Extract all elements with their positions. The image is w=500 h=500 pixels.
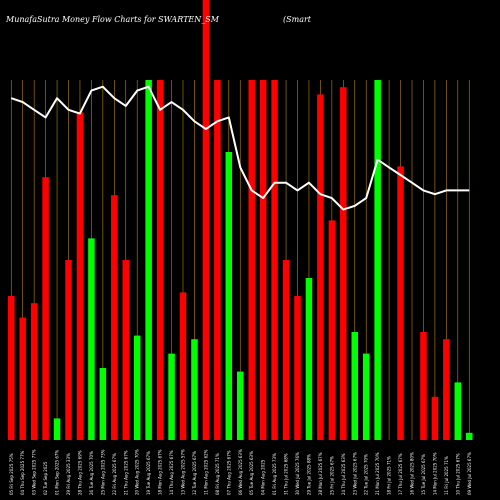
x-tick-label: 01 Fri Aug 2025 73%: [272, 453, 277, 495]
x-tick-label: 06 Wed Aug 2025 63%: [238, 449, 243, 495]
x-tick-label: 11 Mon Aug 2025 62%: [203, 449, 208, 495]
x-tick-label: 30 Wed Jul 2025 76%: [295, 452, 300, 495]
bar: [191, 339, 198, 440]
x-tick-label: 12 Tue Aug 2025 67%: [192, 451, 197, 495]
x-tick-label: 25 Mon Aug 2025 73%: [100, 449, 105, 495]
bar: [122, 260, 129, 440]
bar: [271, 80, 278, 440]
x-tick-label: 29 Tue Jul 2025 88%: [306, 454, 311, 495]
bar: [466, 432, 473, 440]
x-tick-label: 31 Thu Jul 2025 68%: [284, 453, 289, 495]
x-tick-label: 24 Thu Jul 2025 63%: [341, 453, 346, 495]
bar: [76, 112, 84, 441]
x-tick-label: 28 Mon Jul 2025 67%: [318, 452, 323, 495]
bar: [8, 296, 15, 440]
chart-title-right: (Smart: [283, 15, 312, 24]
x-tick-label: 05 Fri Sep 2025 75%: [9, 453, 14, 495]
bar: [362, 353, 370, 440]
bars-group: [8, 0, 473, 441]
x-tick-label: 15 Tue Jul 2025 67%: [421, 454, 426, 495]
bar: [259, 80, 267, 440]
x-tick-label: 21 Mon Jul 2025 70%: [375, 452, 380, 495]
bar: [214, 80, 221, 440]
x-tick-label: 26 Tue Aug 2025 70%: [89, 451, 94, 495]
x-tick-label: 07 Thu Aug 2025 67%: [226, 450, 231, 495]
x-tick-label: 25 Fri Jul 2025 67%: [329, 456, 334, 495]
bar: [317, 94, 324, 441]
x-tick-label: 20 Wed Aug 2025 70%: [135, 449, 140, 495]
bar: [305, 278, 313, 440]
x-tick-label: 05 Tue Aug 2025 63%: [249, 451, 254, 495]
x-tick-label: 13 Wed Aug 2025 57%: [181, 449, 186, 495]
x-tick-label: 16 Wed Jul 2025 80%: [410, 452, 415, 495]
x-tick-label: 10 Thu Jul 2025 67%: [455, 453, 460, 495]
bar: [374, 80, 381, 440]
bar: [237, 371, 244, 440]
x-tick-label: 03 Wed Sep 2025 77%: [32, 449, 37, 495]
x-tick-label: 04 Mon Aug 2025: [261, 459, 266, 495]
chart-title: MunafaSutra Money Flow Charts for SWARTE…: [5, 15, 220, 24]
bar: [397, 166, 404, 440]
bar: [156, 80, 164, 440]
x-tick-label: 18 Mon Aug 2025 67%: [158, 449, 163, 495]
bar: [42, 177, 49, 440]
bar: [133, 335, 141, 440]
x-tick-label: 23 Wed Jul 2025 67%: [352, 452, 357, 495]
x-tick-label: 17 Thu Jul 2025 67%: [398, 453, 403, 495]
bar: [111, 195, 118, 440]
x-tick-label: 14 Mon Jul 2025 70%: [432, 452, 437, 495]
bar: [282, 260, 290, 440]
bar: [420, 332, 427, 440]
bar: [145, 80, 152, 440]
bar: [65, 260, 72, 440]
x-tick-label: 11 Fri Jul 2025 71%: [444, 456, 449, 495]
bar: [328, 220, 336, 440]
bar: [30, 303, 38, 440]
series-line: [10, 85, 470, 211]
bar: [294, 296, 301, 440]
bar: [431, 396, 439, 440]
bar: [202, 0, 210, 440]
x-tick-label: 22 Tue Jul 2025 70%: [364, 454, 369, 495]
bar: [168, 353, 175, 440]
bar: [99, 368, 107, 440]
x-axis-labels: 05 Fri Sep 2025 75% 04 Thu Sep 2025 77% 03…: [9, 449, 472, 495]
x-tick-label: 04 Thu Sep 2025 77%: [20, 451, 25, 495]
bar: [248, 80, 255, 440]
x-tick-label: 09 Wed Jul 2025 67%: [467, 452, 472, 495]
x-tick-label: 02 Tue Sep 2025: [43, 461, 48, 495]
bar: [179, 292, 187, 440]
x-tick-label: 01 Mon Sep 2025 67%: [55, 450, 60, 495]
bar: [225, 152, 233, 440]
bar: [88, 238, 95, 440]
bar: [351, 332, 358, 440]
x-tick-label: 22 Fri Aug 2025 67%: [112, 453, 117, 495]
x-tick-label: 19 Tue Aug 2025 67%: [146, 451, 151, 495]
x-tick-label: 21 Thu Aug 2025 67%: [123, 450, 128, 495]
bar: [53, 418, 61, 440]
x-tick-label: 29 Fri Aug 2025 33%: [66, 453, 71, 495]
x-tick-label: 28 Thu Aug 2025 69%: [77, 450, 82, 495]
x-tick-label: 18 Fri Jul 2025 71%: [387, 456, 392, 495]
bar: [454, 382, 462, 440]
bar: [443, 339, 450, 440]
x-tick-label: 08 Fri Aug 2025 71%: [215, 453, 220, 495]
bar: [19, 317, 26, 440]
x-tick-label: 14 Thu Aug 2025 67%: [169, 450, 174, 495]
bar: [340, 87, 347, 440]
